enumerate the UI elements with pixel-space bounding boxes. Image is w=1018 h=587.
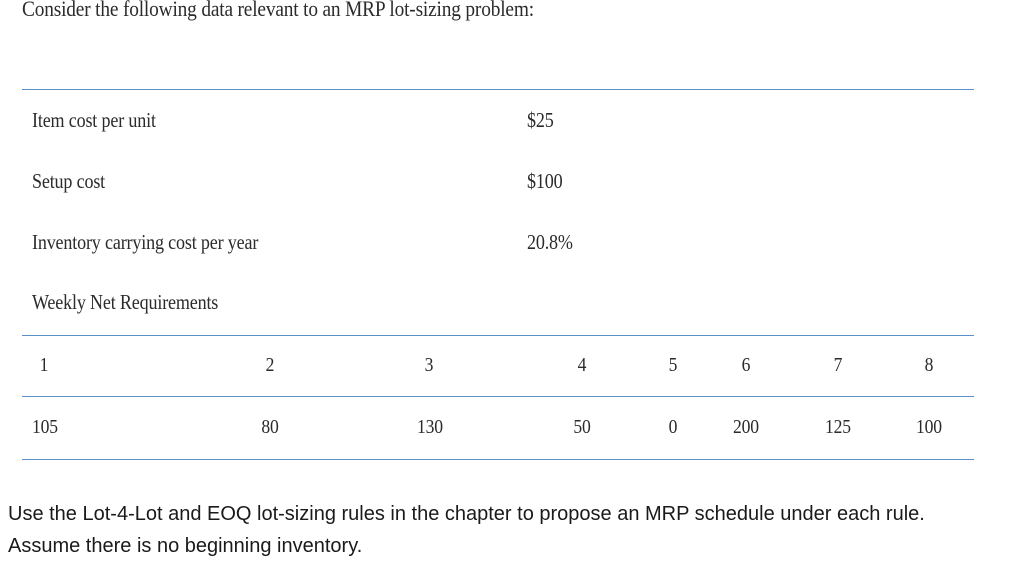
table-top-rule	[22, 89, 974, 90]
week-cell: 5	[668, 354, 678, 376]
requirement-cell: 50	[573, 416, 591, 438]
week-cell: 1	[39, 354, 49, 376]
requirement-cell: 125	[825, 416, 851, 438]
table-bottom-rule	[22, 459, 974, 460]
week-cell: 6	[741, 354, 751, 376]
week-cell: 2	[265, 354, 275, 376]
week-row-top-rule	[22, 335, 974, 336]
requirement-cell: 80	[261, 416, 279, 438]
week-row-bottom-rule	[22, 396, 974, 397]
instruction-text: Use the Lot-4-Lot and EOQ lot-sizing rul…	[8, 503, 925, 557]
carrying-cost-value: 20.8%	[527, 230, 573, 254]
item-cost-label: Item cost per unit	[32, 108, 156, 132]
problem-heading: Consider the following data relevant to …	[22, 0, 534, 21]
setup-cost-value: $100	[527, 169, 563, 193]
requirement-cell: 105	[32, 416, 58, 438]
week-cell: 7	[833, 354, 843, 376]
week-cell: 4	[577, 354, 587, 376]
carrying-cost-label: Inventory carrying cost per year	[32, 230, 259, 254]
requirement-cell: 200	[733, 416, 759, 438]
requirement-cell: 100	[916, 416, 942, 438]
weekly-net-requirements-label: Weekly Net Requirements	[32, 290, 219, 314]
week-cell: 8	[924, 354, 934, 376]
requirement-cell: 0	[668, 416, 678, 438]
requirement-cell: 130	[417, 416, 443, 438]
setup-cost-label: Setup cost	[32, 169, 106, 193]
item-cost-value: $25	[527, 108, 554, 132]
week-cell: 3	[424, 354, 434, 376]
